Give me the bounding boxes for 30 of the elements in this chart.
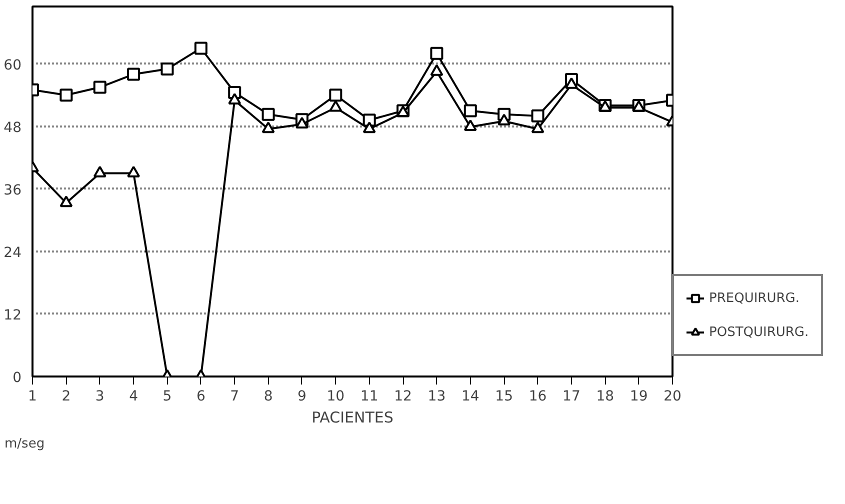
- legend-label: POSTQUIRURG.: [709, 324, 809, 340]
- legend-label: PREQUIRURG.: [709, 290, 800, 306]
- x-tick-label: 20: [664, 388, 682, 404]
- x-tick-label: 4: [129, 388, 138, 404]
- y-tick-label: 24: [4, 244, 22, 261]
- x-tick-label: 5: [162, 388, 172, 404]
- y-axis-title: m/seg: [4, 436, 45, 452]
- x-tick-label: 6: [196, 388, 206, 404]
- x-tick-label: 14: [461, 388, 480, 404]
- x-axis-title: PACIENTES: [312, 408, 394, 426]
- x-tick-label: 2: [62, 388, 71, 404]
- x-tick-label: 3: [95, 388, 104, 404]
- x-tick-label: 10: [326, 388, 345, 404]
- x-tick-label: 8: [264, 388, 273, 404]
- x-tick-label: 15: [495, 388, 513, 404]
- y-tick-label: 36: [4, 182, 22, 198]
- x-tick-label: 11: [360, 388, 378, 404]
- y-tick-label: 0: [12, 370, 22, 386]
- x-tick-label: 17: [562, 388, 580, 404]
- x-tick-label: 1: [28, 388, 37, 404]
- y-tick-label: 60: [4, 57, 22, 74]
- x-tick-label: 16: [528, 388, 547, 404]
- y-tick-label: 48: [4, 120, 22, 136]
- x-tick-label: 9: [298, 388, 306, 404]
- x-tick-label: 7: [230, 388, 240, 404]
- x-tick-label: 19: [630, 388, 648, 404]
- x-tick-label: 18: [596, 388, 614, 404]
- y-tick-label: 12: [4, 307, 22, 324]
- x-tick-label: 12: [394, 388, 412, 404]
- x-tick-label: 13: [428, 388, 446, 404]
